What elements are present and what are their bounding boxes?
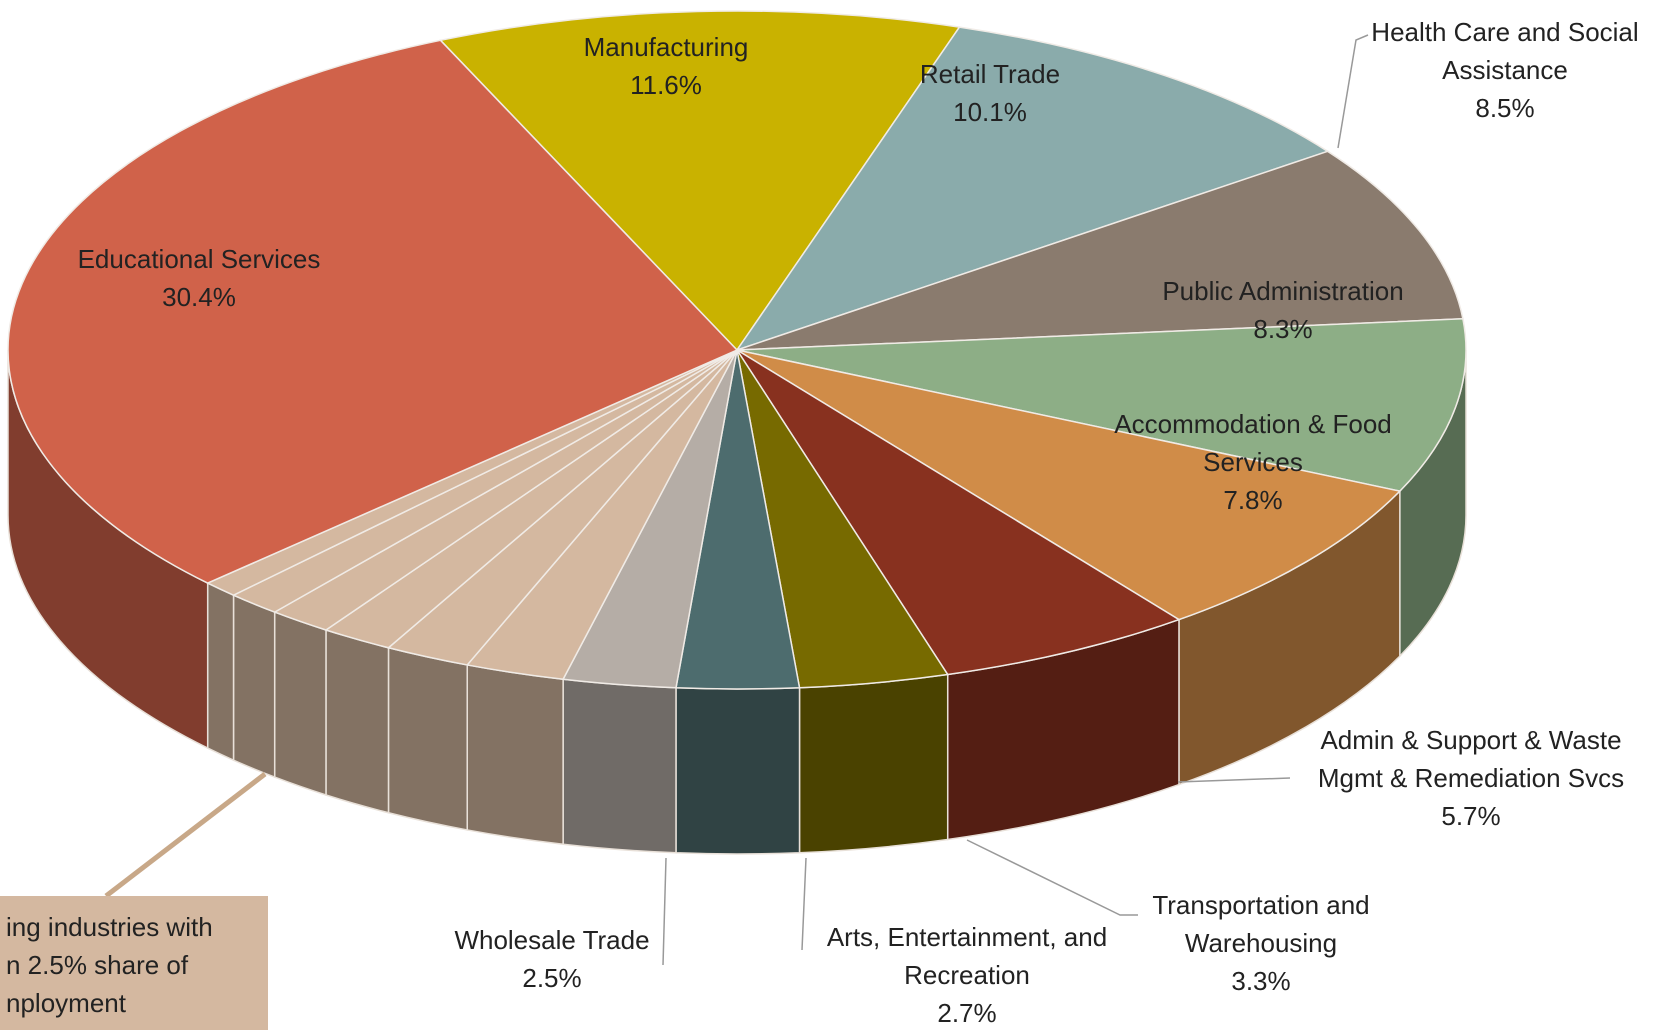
- leader-line: [104, 772, 267, 898]
- slice-side: [562, 678, 677, 854]
- value-label: 11.6%: [630, 70, 702, 100]
- value-label: 3.3%: [1231, 966, 1291, 996]
- value-label: 8.5%: [1475, 93, 1535, 123]
- slice-side: [675, 686, 801, 855]
- annotation-line: ing industries with: [6, 912, 213, 942]
- value-label: 7.8%: [1223, 485, 1283, 515]
- leader-line: [801, 857, 807, 951]
- slice-label: Transportation and Warehousing 3.3%: [1131, 886, 1391, 1000]
- leader-lines: [104, 34, 1369, 966]
- leader-line: [1177, 777, 1291, 783]
- slice: [735, 26, 1330, 352]
- value-label: 2.7%: [937, 998, 997, 1028]
- leader-line: [1337, 34, 1369, 149]
- slice-side: [798, 673, 949, 854]
- slice-label: Educational Services 30.4%: [39, 240, 359, 316]
- category-label: Arts, Entertainment, and Recreation: [826, 922, 1108, 990]
- leader-line: [966, 839, 1138, 916]
- slice: [736, 349, 1402, 621]
- category-label: Admin & Support & Waste Mgmt & Remediati…: [1317, 725, 1625, 793]
- slice-label: Accommodation & Food Services 7.8%: [1093, 405, 1413, 519]
- slice-label: Public Administration 8.3%: [1113, 272, 1453, 348]
- value-label: 2.5%: [522, 963, 582, 993]
- value-label: 10.1%: [953, 97, 1027, 127]
- value-label: 8.3%: [1253, 314, 1313, 344]
- annotation-line: nployment: [6, 988, 126, 1018]
- slice: [7, 39, 739, 584]
- category-label: Wholesale Trade: [454, 925, 650, 955]
- annotation-line: n 2.5% share of: [6, 950, 189, 980]
- slice-label: Manufacturing 11.6%: [516, 28, 816, 104]
- value-label: 30.4%: [162, 282, 236, 312]
- category-label: Public Administration: [1162, 276, 1404, 306]
- category-label: Retail Trade: [919, 59, 1061, 89]
- slice-side: [273, 611, 327, 797]
- slice: [736, 349, 1181, 676]
- category-label: Educational Services: [77, 244, 321, 274]
- slice-side: [325, 628, 390, 814]
- category-label: Transportation and Warehousing: [1152, 890, 1370, 958]
- leader-line: [662, 857, 667, 966]
- slice-side: [466, 664, 564, 846]
- category-label: Manufacturing: [583, 32, 749, 62]
- slice-label: Admin & Support & Waste Mgmt & Remediati…: [1296, 721, 1646, 835]
- slice: [439, 10, 961, 352]
- slice-label: Retail Trade 10.1%: [860, 55, 1120, 131]
- slice-label: Arts, Entertainment, and Recreation 2.7%: [802, 918, 1132, 1030]
- annotation-box: ing industries with n 2.5% share of nplo…: [0, 896, 268, 1030]
- slice: [736, 150, 1464, 351]
- category-label: Health Care and Social Assistance: [1371, 17, 1639, 85]
- slice-label: Health Care and Social Assistance 8.5%: [1360, 13, 1650, 127]
- slice-side: [232, 594, 276, 779]
- slice: [736, 318, 1467, 492]
- value-label: 5.7%: [1441, 801, 1501, 831]
- slice-label: Wholesale Trade 2.5%: [422, 921, 682, 997]
- slice-side: [387, 646, 468, 831]
- slice-side: [206, 581, 235, 762]
- category-label: Accommodation & Food Services: [1114, 409, 1392, 477]
